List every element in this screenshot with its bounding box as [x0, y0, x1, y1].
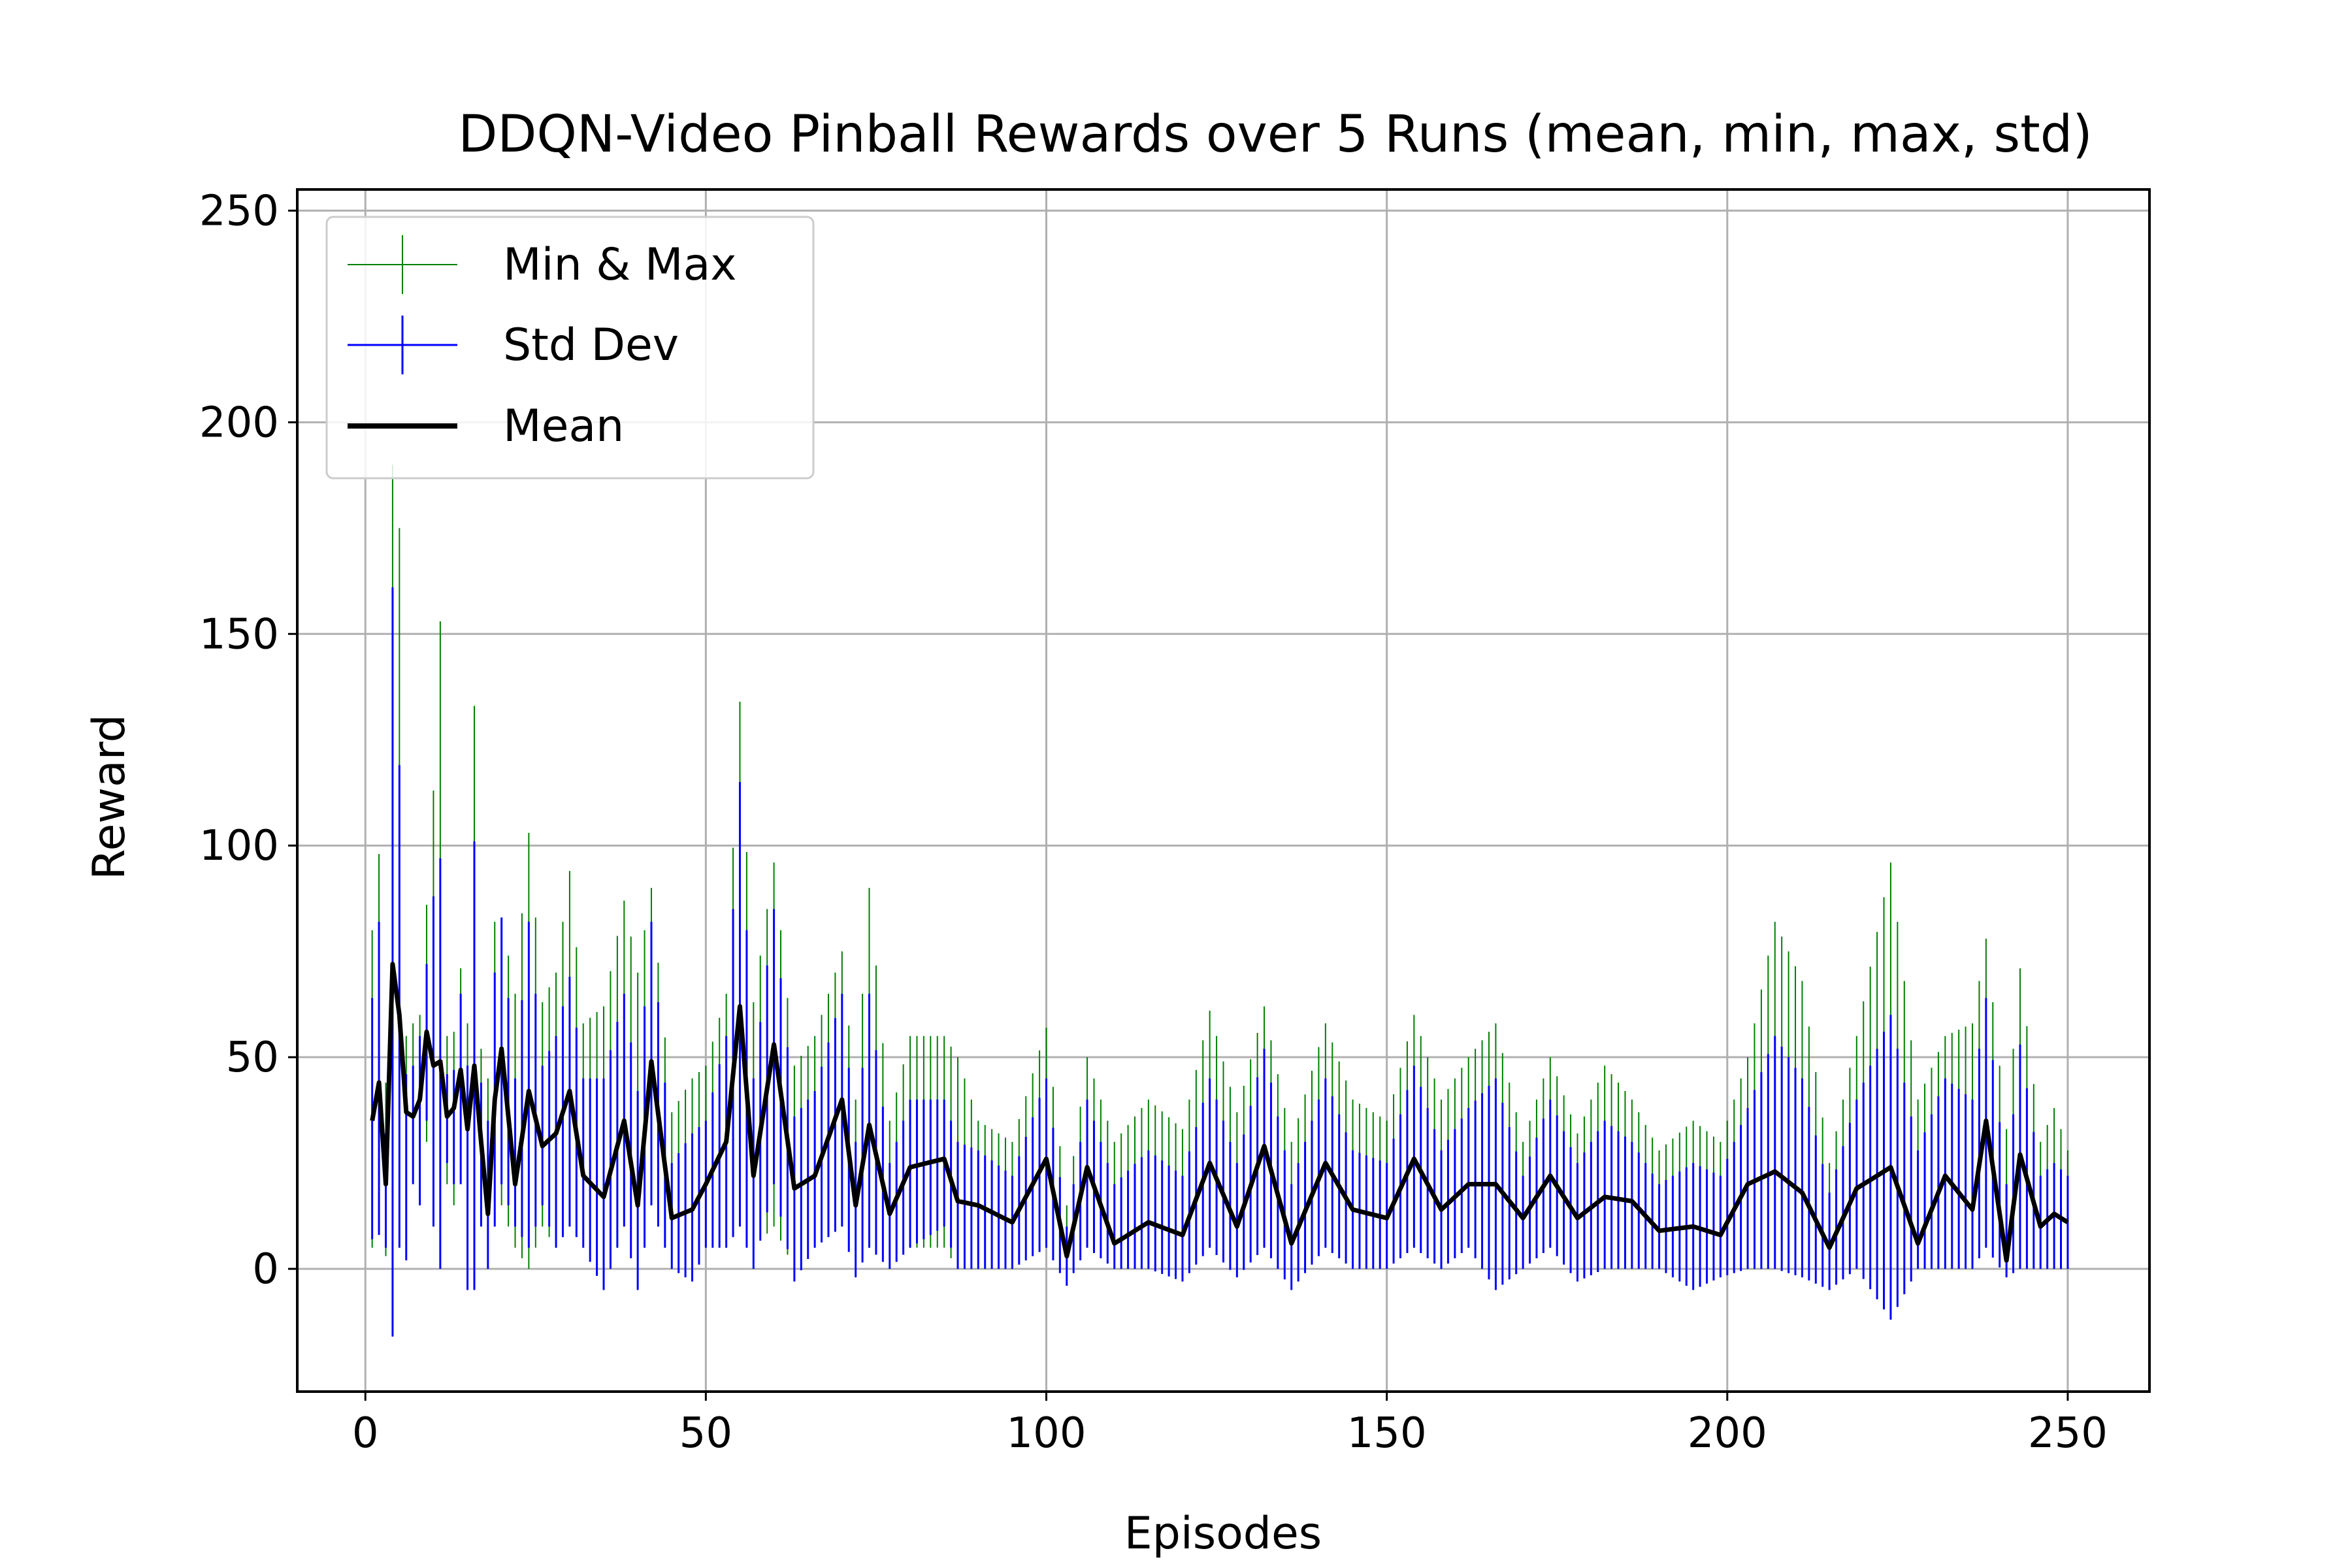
grid-lines	[297, 189, 2149, 1392]
x-tick-label: 0	[352, 1409, 379, 1458]
y-tick-label: 100	[199, 822, 279, 870]
mean-series	[370, 962, 2069, 1263]
x-tick-label: 100	[1006, 1409, 1086, 1458]
legend-mean-label: Mean	[503, 400, 624, 452]
x-axis-ticks: 0 50 100 150 200 250	[352, 1392, 2108, 1458]
y-tick-label: 150	[199, 610, 279, 659]
x-tick-label: 150	[1347, 1409, 1427, 1458]
y-axis-ticks: 0 50 100 150 200 250	[199, 187, 297, 1294]
y-axis-label: Reward	[84, 714, 135, 879]
mean-line	[370, 962, 2069, 1263]
legend-minmax-label: Min & Max	[503, 239, 737, 291]
x-tick-label: 200	[1688, 1409, 1767, 1458]
chart-title: DDQN-Video Pinball Rewards over 5 Runs (…	[458, 105, 2092, 164]
x-axis-label: Episodes	[1124, 1508, 1322, 1560]
y-tick-label: 0	[252, 1245, 279, 1294]
x-tick-label: 250	[2028, 1409, 2108, 1458]
y-tick-label: 200	[199, 399, 279, 447]
legend: Min & Max Std Dev Mean	[325, 216, 815, 480]
y-tick-label: 50	[226, 1034, 279, 1082]
y-tick-label: 250	[199, 187, 279, 235]
legend-std-label: Std Dev	[503, 319, 679, 371]
legend-box	[325, 216, 815, 480]
plot-area-frame	[296, 188, 2151, 1393]
x-tick-label: 50	[679, 1409, 732, 1458]
